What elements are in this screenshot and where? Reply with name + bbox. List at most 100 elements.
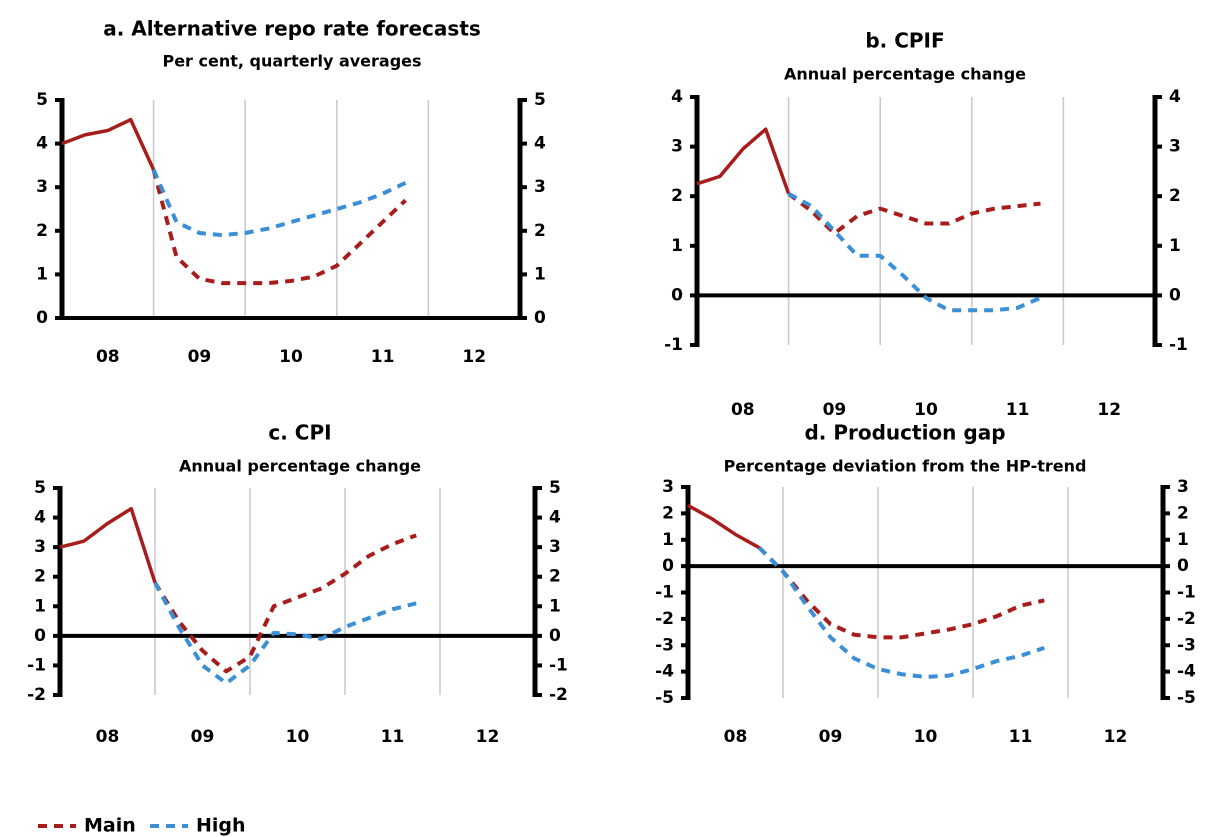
x-tick-label: 09 [188,347,212,367]
y2-tick-label: -5 [1177,688,1196,708]
series-line [153,533,417,674]
y2-tick-label: 1 [549,596,561,616]
y2-tick-label: 0 [549,626,561,646]
x-tick-label: 08 [96,347,120,367]
y-tick-label: 2 [36,221,48,241]
y2-tick-label: 4 [534,134,546,154]
y2-tick-label: -1 [1177,583,1196,603]
y-tick-label: 0 [34,626,46,646]
y2-tick-label: 1 [534,264,546,284]
y2-tick-label: 2 [549,567,561,587]
chart-subtitle: Percentage deviation from the HP-trend [724,457,1087,476]
y2-tick-label: 0 [1177,556,1189,576]
y-tick-label: 3 [671,137,683,157]
series-line [696,127,791,195]
y-tick-label: -2 [27,685,46,705]
y-tick-label: -1 [27,655,46,675]
chart-subtitle: Per cent, quarterly averages [162,52,421,71]
x-tick-label: 09 [191,727,215,747]
y-tick-label: 4 [34,508,46,528]
series-line [59,506,157,584]
y-tick-label: 4 [36,134,48,154]
y2-tick-label: 3 [1177,477,1189,497]
x-tick-label: 11 [371,347,395,367]
y-tick-label: 1 [662,530,674,550]
legend-label: Main [84,815,136,837]
y2-tick-label: 1 [1169,236,1181,256]
y-tick-label: 1 [671,236,683,256]
y-tick-label: 1 [34,596,46,616]
series-line [787,192,1041,236]
x-tick-label: 09 [823,400,847,420]
y-tick-label: -3 [655,635,674,655]
x-tick-label: 10 [914,400,938,420]
y-tick-label: 3 [662,477,674,497]
y-tick-label: 2 [34,567,46,587]
y2-tick-label: -3 [1177,635,1196,655]
y-tick-label: -2 [655,609,674,629]
chart-title: b. CPIF [865,29,944,53]
series-line [787,191,1042,313]
x-tick-label: 12 [1097,400,1121,420]
x-tick-label: 12 [462,347,486,367]
chart-subtitle: Annual percentage change [784,65,1026,84]
y2-tick-label: 3 [534,177,546,197]
x-tick-label: 10 [286,727,310,747]
chart-title: c. CPI [268,421,331,445]
y2-tick-label: 1 [1177,530,1189,550]
series-line [61,117,156,171]
y-tick-label: 3 [34,537,46,557]
y2-tick-label: 2 [1177,503,1189,523]
x-tick-label: 12 [1104,727,1128,747]
series-line [151,168,407,238]
x-tick-label: 11 [1009,727,1033,747]
y-tick-label: 0 [671,285,683,305]
y-tick-label: 2 [662,503,674,523]
y-tick-label: 0 [36,308,48,328]
y-tick-label: -5 [655,688,674,708]
y-tick-label: -4 [655,662,674,682]
series-line [151,169,407,286]
x-tick-label: 12 [476,727,500,747]
x-tick-label: 08 [724,727,748,747]
y2-tick-label: 4 [1169,87,1181,107]
chart-subtitle: Annual percentage change [179,457,421,476]
y-tick-label: 5 [34,478,46,498]
y2-tick-label: 3 [1169,137,1181,157]
y2-tick-label: -1 [1169,335,1188,355]
series-line [153,581,417,686]
y-tick-label: 4 [671,87,683,107]
chart-title: a. Alternative repo rate forecasts [103,17,481,41]
y2-tick-label: 5 [549,478,561,498]
x-tick-label: 11 [1006,400,1030,420]
y2-tick-label: 2 [1169,186,1181,206]
y-tick-label: 2 [671,186,683,206]
y-tick-label: -1 [655,583,674,603]
y2-tick-label: -4 [1177,662,1196,682]
y-tick-label: 0 [662,556,674,576]
series-line [757,546,1045,640]
series-line [757,546,1045,679]
series-line [687,503,761,550]
x-tick-label: 10 [279,347,303,367]
y2-tick-label: 2 [534,221,546,241]
y2-tick-label: 5 [534,90,546,110]
x-tick-label: 09 [819,727,843,747]
y2-tick-label: 0 [534,308,546,328]
y2-tick-label: -2 [1177,609,1196,629]
y2-tick-label: -2 [549,685,568,705]
y2-tick-label: 3 [549,537,561,557]
legend-label: High [196,815,246,837]
y-tick-label: -1 [664,335,683,355]
y-tick-label: 1 [36,264,48,284]
x-tick-label: 08 [731,400,755,420]
y2-tick-label: 0 [1169,285,1181,305]
x-tick-label: 11 [381,727,405,747]
y2-tick-label: 4 [549,508,561,528]
y-tick-label: 3 [36,177,48,197]
y2-tick-label: -1 [549,655,568,675]
chart-title: d. Production gap [804,421,1005,445]
x-tick-label: 10 [914,727,938,747]
